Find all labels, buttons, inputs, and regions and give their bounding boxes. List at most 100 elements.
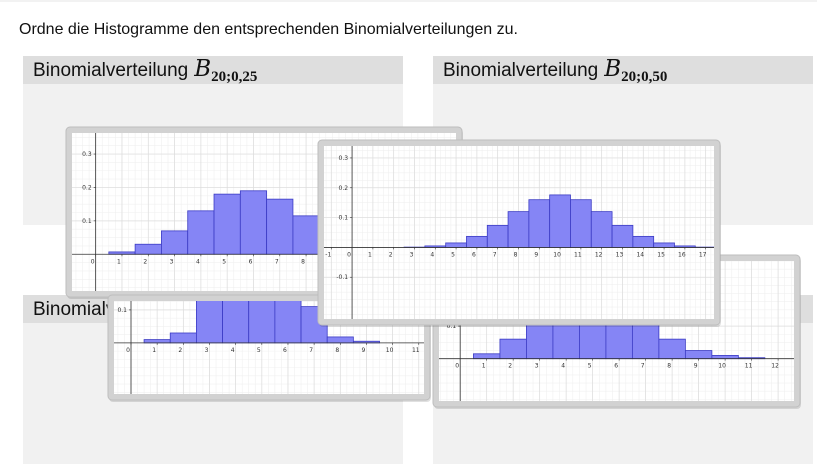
y-tick-label: 0.3 (82, 151, 92, 158)
bar (473, 353, 501, 360)
x-tick-label: 9 (362, 347, 366, 354)
x-tick-label: 1 (117, 258, 121, 265)
bar (570, 199, 592, 248)
bar (486, 224, 509, 248)
x-tick-label: 5 (451, 251, 455, 258)
zone-label: Binomialverteilung (33, 60, 188, 81)
bar (507, 211, 530, 248)
x-tick-label: -1 (325, 251, 331, 258)
x-tick-label: 5 (257, 347, 261, 354)
x-tick-label: 2 (178, 347, 182, 354)
zone-symbol: B (603, 56, 621, 82)
x-tick-label: 3 (535, 363, 539, 370)
bar (274, 301, 302, 344)
zone-subscript: 20;0,50 (621, 69, 667, 85)
x-tick-label: 2 (508, 363, 512, 370)
x-tick-label: 3 (170, 258, 174, 265)
x-tick-label: 0 (455, 363, 459, 370)
x-tick-label: 2 (389, 251, 393, 258)
zone-symbol: B (193, 56, 211, 82)
bar (187, 210, 215, 255)
instruction: Ordne die Histogramme den entsprechenden… (19, 21, 518, 38)
bar (248, 301, 276, 344)
x-tick-label: 3 (205, 347, 209, 354)
bar (466, 235, 488, 248)
x-tick-label: 9 (694, 363, 698, 370)
bar (134, 243, 162, 255)
x-tick-label: 1 (482, 363, 486, 370)
bar (653, 242, 675, 248)
y-tick-label: 0.2 (82, 184, 92, 191)
bar (632, 235, 655, 248)
x-tick-label: 0 (126, 347, 130, 354)
x-tick-label: 4 (561, 363, 565, 370)
x-tick-label: 16 (678, 251, 686, 258)
zone-title: Binomialverteilung B20;0,25 (33, 56, 257, 85)
x-tick-label: 9 (534, 251, 538, 258)
zone-label: Binomialverteilung (443, 60, 598, 81)
x-tick-label: 6 (614, 363, 618, 370)
zone-header (433, 56, 813, 84)
x-tick-label: 8 (514, 251, 518, 258)
bar (326, 336, 354, 344)
x-tick-label: 7 (641, 363, 645, 370)
histogram-card[interactable]: -1 0 1 2 3 4 5 6 7 8 9 10 11 12 13 14 15 16 17-0.10.10.20.… (317, 139, 732, 344)
x-tick-label: 8 (335, 347, 339, 354)
bar (684, 350, 713, 360)
x-tick-label: 11 (412, 347, 420, 354)
x-tick-label: 4 (196, 258, 200, 265)
bar (266, 198, 294, 255)
y-tick-label: 0.1 (117, 307, 127, 314)
x-tick-label: 10 (386, 347, 394, 354)
bar (631, 319, 660, 360)
plot: -1 0 1 2 3 4 5 6 7 8 9 10 11 12 13 14 15 16 17-0.10.10.20.… (324, 146, 714, 319)
bar (445, 242, 467, 248)
y-tick-label: 0.1 (447, 323, 457, 330)
bar (169, 332, 197, 344)
y-tick-label: 0.1 (339, 215, 349, 222)
bar (213, 193, 241, 255)
x-tick-label: 11 (574, 251, 582, 258)
bar (499, 338, 527, 360)
x-tick-label: 5 (588, 363, 592, 370)
bar (528, 199, 551, 248)
bar (549, 194, 571, 248)
zone-title: Binomialverteilung B20;0,50 (443, 56, 667, 85)
x-tick-label: 1 (368, 251, 372, 258)
x-tick-label: 7 (275, 258, 279, 265)
bar (590, 211, 613, 248)
bar (161, 230, 189, 255)
x-tick-label: 15 (657, 251, 665, 258)
y-tick-label: -0.1 (336, 274, 348, 281)
x-tick-label: 4 (430, 251, 434, 258)
x-tick-label: 0 (347, 251, 351, 258)
bar (711, 355, 739, 360)
bar (196, 301, 223, 344)
x-tick-label: 6 (249, 258, 253, 265)
x-tick-label: 12 (771, 363, 779, 370)
bar (292, 215, 320, 255)
x-tick-label: 17 (699, 251, 707, 258)
x-tick-label: 10 (718, 363, 726, 370)
x-tick-label: 0 (91, 258, 95, 265)
y-tick-label: 0.3 (339, 155, 349, 162)
zone-header (23, 56, 403, 84)
x-tick-label: 4 (231, 347, 235, 354)
zone-subscript: 20;0,25 (211, 69, 257, 85)
bar (239, 190, 268, 255)
y-tick-label: 0.2 (339, 185, 349, 192)
x-tick-label: 8 (667, 363, 671, 370)
bar (143, 339, 171, 344)
x-tick-label: 14 (636, 251, 644, 258)
x-tick-label: 2 (143, 258, 147, 265)
x-tick-label: 13 (616, 251, 624, 258)
x-tick-label: 11 (745, 363, 753, 370)
x-tick-label: 3 (410, 251, 414, 258)
x-tick-label: 7 (309, 347, 313, 354)
x-tick-label: 7 (493, 251, 497, 258)
y-tick-label: 0.1 (82, 218, 92, 225)
x-tick-label: 6 (283, 347, 287, 354)
x-tick-label: 1 (152, 347, 156, 354)
x-tick-label: 6 (472, 251, 476, 258)
